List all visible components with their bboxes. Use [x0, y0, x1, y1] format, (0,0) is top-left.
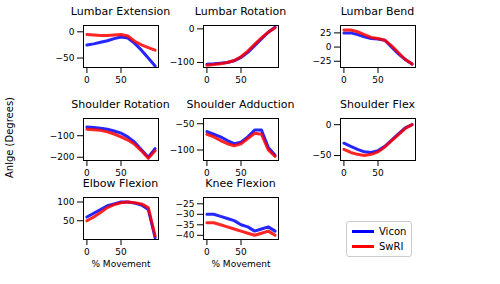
svg-text:0: 0 — [341, 75, 347, 85]
html-text:SwRI: SwRI — [379, 241, 404, 252]
svg-text:0: 0 — [84, 247, 90, 257]
html-text:Elbow Flexion: Elbow Flexion — [82, 177, 159, 190]
html-text:Lumbar Rotation: Lumbar Rotation — [194, 5, 287, 18]
svg-text:50: 50 — [115, 247, 127, 257]
svg-text:−50: −50 — [313, 150, 332, 160]
svg-text:−100: −100 — [50, 131, 75, 141]
svg-text:50: 50 — [235, 247, 247, 257]
svg-text:50: 50 — [372, 75, 384, 85]
svg-text:0: 0 — [326, 120, 332, 130]
svg-text:−25: −25 — [313, 56, 332, 66]
html-text:Anlge (Degrees): Anlge (Degrees) — [3, 97, 15, 178]
svg-text:25: 25 — [320, 28, 331, 38]
svg-text:50: 50 — [235, 168, 247, 178]
svg-text:−25: −25 — [176, 199, 195, 209]
svg-text:0: 0 — [69, 27, 75, 37]
svg-text:−30: −30 — [176, 209, 195, 219]
svg-text:−100: −100 — [170, 145, 195, 155]
html-text:Shoulder Adduction: Shoulder Adduction — [186, 98, 295, 111]
svg-text:50: 50 — [115, 75, 127, 85]
html-text:Vicon: Vicon — [379, 226, 407, 237]
svg-text:0: 0 — [204, 75, 210, 85]
svg-text:0: 0 — [84, 168, 90, 178]
svg-text:−200: −200 — [50, 152, 75, 162]
svg-text:0: 0 — [84, 75, 90, 85]
html-text:Lumbar Extension: Lumbar Extension — [70, 5, 171, 18]
html-text:Knee Flexion: Knee Flexion — [205, 177, 276, 190]
html-text:Shoulder Rotation: Shoulder Rotation — [71, 98, 170, 111]
svg-text:0: 0 — [204, 168, 210, 178]
svg-text:−50: −50 — [56, 53, 75, 63]
svg-text:% Movement: % Movement — [91, 259, 151, 269]
svg-text:−35: −35 — [176, 220, 195, 230]
svg-text:50: 50 — [115, 168, 127, 178]
svg-text:50: 50 — [235, 75, 247, 85]
svg-text:% Movement: % Movement — [211, 259, 271, 269]
svg-text:0: 0 — [189, 24, 195, 34]
svg-text:0: 0 — [341, 168, 347, 178]
svg-text:−100: −100 — [170, 57, 195, 67]
svg-text:0: 0 — [204, 247, 210, 257]
svg-text:−40: −40 — [176, 230, 195, 240]
svg-text:−50: −50 — [176, 119, 195, 129]
svg-text:0: 0 — [326, 42, 332, 52]
svg-text:50: 50 — [63, 216, 75, 226]
svg-text:100: 100 — [57, 197, 74, 207]
svg-text:50: 50 — [372, 168, 384, 178]
html-text:Shoulder Flex: Shoulder Flex — [340, 98, 415, 111]
html-text:Lumbar Bend: Lumbar Bend — [340, 5, 415, 18]
